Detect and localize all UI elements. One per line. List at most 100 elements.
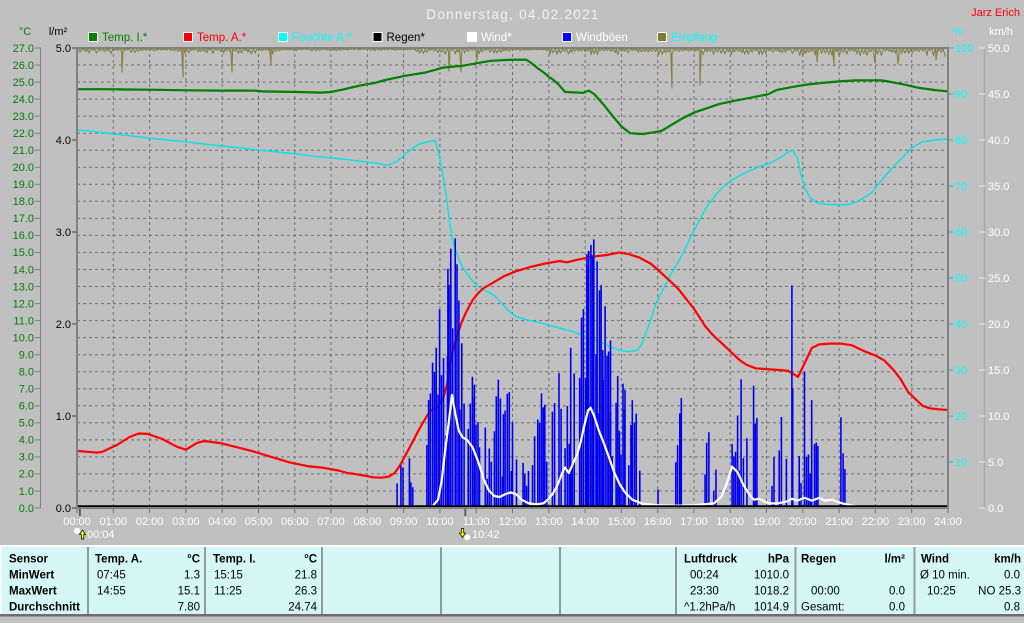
- svg-text:20:00: 20:00: [789, 516, 817, 528]
- svg-text:Regen: Regen: [801, 553, 836, 565]
- svg-text:Feuchte A.*: Feuchte A.*: [292, 32, 352, 44]
- svg-text:11:00: 11:00: [463, 516, 490, 528]
- svg-text:1018.2: 1018.2: [754, 585, 789, 597]
- svg-text:60: 60: [955, 227, 967, 239]
- svg-text:11:25: 11:25: [214, 585, 242, 597]
- svg-text:20.0: 20.0: [988, 319, 1009, 331]
- svg-text:18.0: 18.0: [13, 196, 34, 208]
- svg-text:km/h: km/h: [994, 553, 1021, 565]
- svg-text:MaxWert: MaxWert: [9, 585, 57, 597]
- svg-text:00:04: 00:04: [87, 529, 115, 541]
- svg-text:Luftdruck: Luftdruck: [684, 553, 738, 565]
- svg-text:10:25: 10:25: [927, 585, 956, 597]
- svg-text:7.80: 7.80: [178, 601, 200, 613]
- svg-text:Jarz Erich: Jarz Erich: [971, 7, 1020, 19]
- svg-text:0.0: 0.0: [19, 503, 34, 515]
- svg-text:Temp. I.: Temp. I.: [213, 553, 256, 565]
- svg-text:20: 20: [955, 411, 967, 423]
- svg-text:Regen*: Regen*: [387, 32, 426, 44]
- svg-text:25.0: 25.0: [13, 77, 34, 89]
- svg-text:24.0: 24.0: [13, 94, 34, 106]
- svg-text:Durchschnitt: Durchschnitt: [9, 601, 80, 613]
- svg-text:Wind*: Wind*: [481, 32, 512, 44]
- svg-text:50.0: 50.0: [988, 43, 1009, 55]
- svg-text:07:00: 07:00: [317, 516, 345, 528]
- svg-text:3.0: 3.0: [56, 227, 71, 239]
- svg-text:14:55: 14:55: [97, 585, 126, 597]
- svg-text:Ø 10 min.: Ø 10 min.: [920, 569, 970, 581]
- svg-text:15.1: 15.1: [178, 585, 200, 597]
- svg-text:35.0: 35.0: [988, 181, 1009, 193]
- svg-text:00:00: 00:00: [811, 585, 840, 597]
- svg-text:3.0: 3.0: [19, 452, 34, 464]
- svg-text:17.0: 17.0: [13, 213, 34, 225]
- svg-text:Temp. I.*: Temp. I.*: [102, 32, 148, 44]
- svg-text:Empfang: Empfang: [671, 32, 717, 44]
- svg-text:20.0: 20.0: [13, 162, 34, 174]
- svg-text:1.3: 1.3: [184, 569, 200, 581]
- svg-text:0.0: 0.0: [1004, 569, 1020, 581]
- svg-text:07:45: 07:45: [97, 569, 126, 581]
- svg-text:NO 25.3: NO 25.3: [978, 585, 1021, 597]
- svg-text:5.0: 5.0: [988, 457, 1003, 469]
- svg-text:1.0: 1.0: [19, 486, 34, 498]
- svg-text:°C: °C: [19, 26, 31, 38]
- svg-text:22.0: 22.0: [13, 128, 34, 140]
- svg-text:°C: °C: [187, 553, 200, 565]
- svg-text:10:00: 10:00: [426, 516, 454, 528]
- svg-text:km/h: km/h: [989, 26, 1013, 38]
- svg-text:17:00: 17:00: [680, 516, 708, 528]
- svg-text:5.0: 5.0: [56, 43, 71, 55]
- svg-text:00:24: 00:24: [690, 569, 719, 581]
- svg-text:10: 10: [955, 457, 967, 469]
- svg-text:04:00: 04:00: [208, 516, 236, 528]
- svg-text:2.0: 2.0: [19, 469, 34, 481]
- svg-text:^1.2hPa/h: ^1.2hPa/h: [684, 601, 735, 613]
- svg-text:%: %: [953, 26, 963, 38]
- svg-text:27.0: 27.0: [13, 43, 34, 55]
- svg-text:9.0: 9.0: [19, 350, 34, 362]
- svg-text:1010.0: 1010.0: [754, 569, 789, 581]
- svg-text:Temp. A.: Temp. A.: [95, 553, 142, 565]
- svg-text:15.0: 15.0: [988, 365, 1009, 377]
- svg-text:Sensor: Sensor: [9, 553, 49, 565]
- svg-text:05:00: 05:00: [245, 516, 273, 528]
- svg-text:13:00: 13:00: [535, 516, 563, 528]
- svg-text:14.0: 14.0: [13, 264, 34, 276]
- svg-text:Wind: Wind: [921, 553, 949, 565]
- svg-text:13.0: 13.0: [13, 281, 34, 293]
- svg-text:16.0: 16.0: [13, 230, 34, 242]
- svg-text:22:00: 22:00: [862, 516, 890, 528]
- svg-text:45.0: 45.0: [988, 89, 1009, 101]
- svg-text:80: 80: [955, 135, 967, 147]
- svg-text:5.0: 5.0: [19, 418, 34, 430]
- svg-text:03:00: 03:00: [172, 516, 200, 528]
- svg-text:0.0: 0.0: [889, 601, 905, 613]
- svg-text:8.0: 8.0: [19, 367, 34, 379]
- svg-text:09:00: 09:00: [390, 516, 418, 528]
- svg-text:00:00: 00:00: [63, 516, 91, 528]
- svg-text:11.0: 11.0: [13, 315, 34, 327]
- svg-text:23.0: 23.0: [13, 111, 34, 123]
- svg-text:12:00: 12:00: [499, 516, 527, 528]
- svg-text:24:00: 24:00: [934, 516, 962, 528]
- svg-text:MinWert: MinWert: [9, 569, 54, 581]
- svg-text:14:00: 14:00: [571, 516, 599, 528]
- svg-text:40.0: 40.0: [988, 135, 1009, 147]
- svg-text:23:30: 23:30: [690, 585, 719, 597]
- svg-text:10.0: 10.0: [988, 411, 1009, 423]
- svg-text:21.0: 21.0: [13, 145, 34, 157]
- svg-text:15.0: 15.0: [13, 247, 34, 259]
- svg-text:90: 90: [955, 89, 967, 101]
- svg-text:12.0: 12.0: [13, 298, 34, 310]
- svg-text:50: 50: [955, 273, 967, 285]
- svg-text:15:15: 15:15: [214, 569, 243, 581]
- svg-text:6.0: 6.0: [19, 401, 34, 413]
- svg-text:hPa: hPa: [768, 553, 790, 565]
- svg-text:30.0: 30.0: [988, 227, 1009, 239]
- svg-text:4.0: 4.0: [56, 135, 71, 147]
- svg-text:24.74: 24.74: [288, 601, 317, 613]
- svg-text:Temp. A.*: Temp. A.*: [197, 32, 247, 44]
- svg-text:l/m²: l/m²: [885, 553, 906, 565]
- svg-text:1014.9: 1014.9: [754, 601, 789, 613]
